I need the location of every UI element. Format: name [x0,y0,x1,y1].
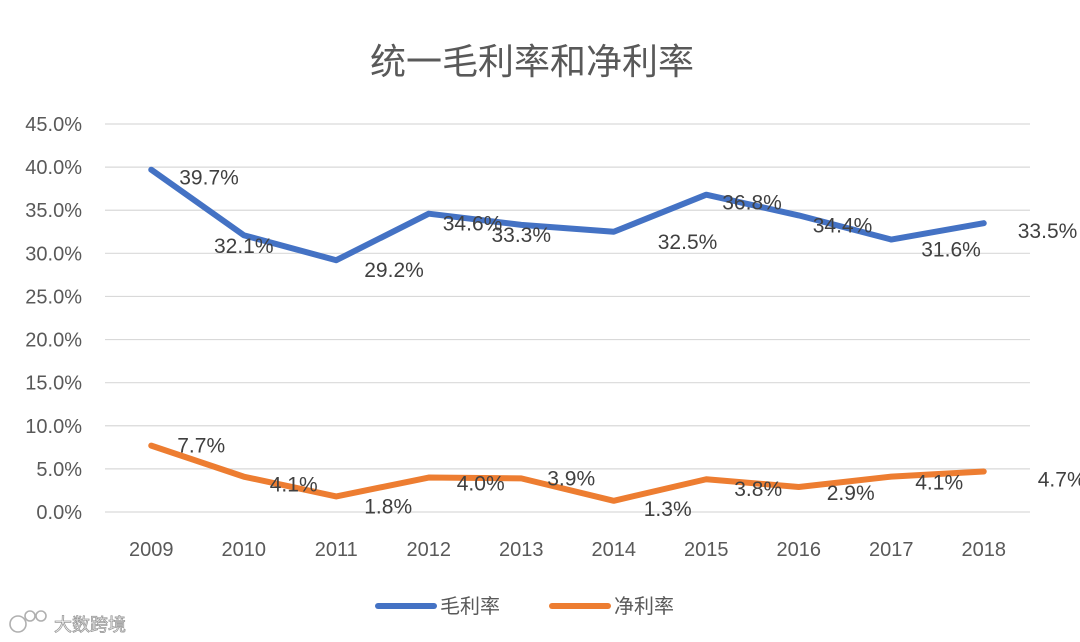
x-tick-label: 2010 [222,539,267,561]
data-label: 7.7% [177,435,225,458]
data-label: 1.3% [644,498,692,521]
data-label: 32.5% [658,231,718,254]
x-tick-label: 2014 [592,539,637,561]
y-tick-label: 45.0% [25,114,82,136]
watermark-logo-icon [9,610,47,633]
y-tick-label: 20.0% [25,330,82,352]
legend-label: 毛利率 [440,594,500,618]
data-label: 4.0% [457,473,505,496]
data-label: 3.9% [547,467,595,490]
data-label: 29.2% [364,259,424,282]
data-label: 34.4% [813,214,873,237]
x-tick-label: 2013 [499,539,544,561]
data-label: 39.7% [179,167,239,190]
gridlines [105,123,1030,513]
data-label: 4.7% [1038,468,1080,491]
data-label: 36.8% [722,192,782,215]
y-tick-label: 40.0% [25,157,82,179]
x-tick-label: 2018 [962,539,1007,561]
watermark: 大数跨境 [9,610,126,636]
legend-label: 净利率 [614,594,674,618]
y-tick-label: 0.0% [36,502,82,524]
x-tick-label: 2016 [777,539,822,561]
data-label: 4.1% [915,472,963,495]
x-tick-label: 2015 [684,539,729,561]
data-label: 3.8% [734,478,782,501]
x-tick-label: 2011 [315,539,358,561]
x-axis-ticks: 2009 2010 2011 2012 2013 2014 2015 2016 2017 2018 [129,539,1006,561]
series-line-2 [148,442,987,504]
data-labels: 39.7% 32.1% 29.2% 34.6%33.3% 32.5%36.8% 34.4%… [177,167,1080,521]
series-lines [148,166,987,504]
data-label: 32.1% [214,235,274,258]
data-label: 2.9% [827,482,875,505]
data-label: 33.3% [491,224,551,247]
data-label: 4.1% [270,474,318,497]
chart-title: 统一毛利率和净利率 [370,42,694,83]
series-line-1 [148,166,987,264]
watermark-text: 大数跨境 [54,615,126,636]
y-tick-label: 5.0% [36,459,82,481]
y-tick-label: 25.0% [25,286,82,308]
y-tick-label: 30.0% [25,243,82,265]
y-tick-label: 10.0% [25,416,82,438]
legend: 毛利率 净利率 [375,594,674,618]
y-axis-ticks: 0.0% 5.0% 10.0% 15.0% 20.0% 25.0% 30.0% 35.0% 40… [25,114,82,524]
data-label: 34.6% [443,213,503,236]
data-label: 31.6% [921,239,981,262]
data-label: 33.5% [1018,220,1078,243]
data-label: 1.8% [364,495,412,518]
y-tick-label: 35.0% [25,200,82,222]
y-tick-label: 15.0% [25,373,82,395]
x-tick-label: 2012 [407,539,452,561]
x-tick-label: 2017 [869,539,914,561]
x-tick-label: 2009 [129,539,174,561]
